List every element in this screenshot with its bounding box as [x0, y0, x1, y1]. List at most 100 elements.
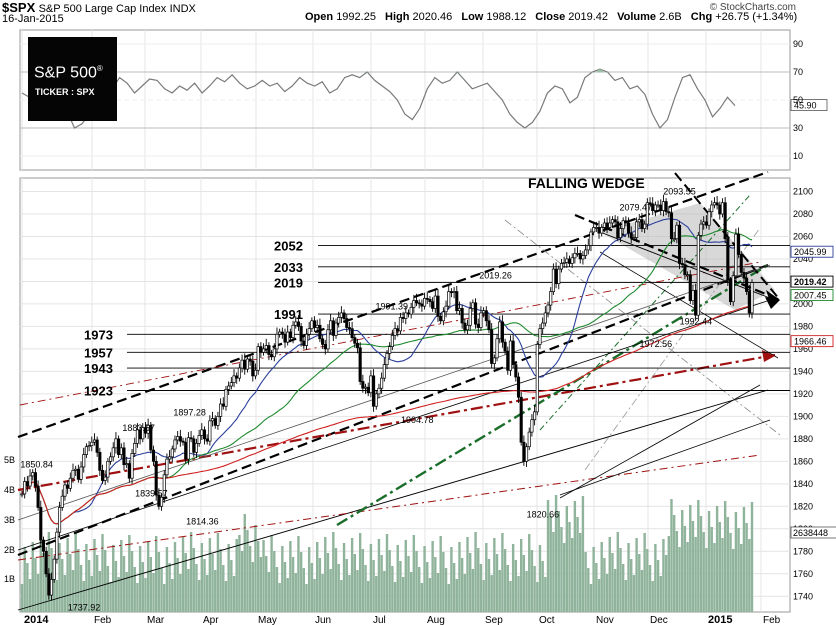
y-tick-label: 1940 [793, 366, 813, 376]
candle-body [63, 484, 67, 497]
volume-bar [651, 581, 654, 612]
volume-bar [181, 537, 185, 612]
candle-body [130, 453, 134, 479]
chg-label: Chg [690, 11, 713, 23]
volume-bar [219, 549, 222, 612]
volume-bar [63, 575, 67, 612]
candle-body [299, 326, 303, 342]
symbol: $SPX [2, 0, 36, 15]
volume-bar [573, 501, 577, 612]
x-tick-label: Feb [94, 615, 112, 625]
candle-body [366, 386, 370, 394]
candle-body [624, 220, 628, 224]
candle-body [205, 438, 209, 442]
volume-bar [678, 547, 681, 612]
volume-bar [511, 544, 515, 612]
red-dashdot-line [17, 353, 776, 492]
candle-body [570, 257, 574, 264]
candle-body [629, 232, 633, 238]
volume-bar [109, 582, 112, 612]
candle-body [661, 201, 665, 211]
candle-body [546, 304, 550, 314]
volume-bar [584, 552, 587, 612]
volume-bar [662, 539, 665, 612]
volume-bar [133, 567, 136, 612]
candle-body [747, 291, 751, 314]
volume-bar [163, 584, 166, 612]
candle-body [525, 446, 529, 462]
x-tick-label: Jun [315, 615, 331, 625]
volume-bar [659, 576, 662, 612]
volume-bar [55, 580, 59, 612]
volume-bar [356, 570, 359, 612]
upper-channel-line [17, 170, 769, 439]
volume-bar [214, 570, 217, 612]
volume-bar [168, 563, 171, 612]
candle-body [694, 290, 698, 316]
y-tick-label: 1820 [793, 501, 813, 511]
candle-body [592, 227, 596, 233]
rsi-overbought-fill [454, 72, 461, 73]
candle-body [377, 387, 381, 395]
candle-body [192, 438, 196, 453]
volume-bar [750, 502, 754, 612]
volume-bar [243, 514, 246, 612]
exchange: INDX [169, 3, 196, 15]
volume-bar [431, 541, 434, 612]
candle-body [261, 348, 266, 353]
volume-bar [291, 557, 295, 612]
rsi-overbought-fill [596, 69, 603, 73]
volume-value: 2.6B [659, 11, 682, 23]
volume-bar [329, 569, 332, 612]
candle-body [288, 331, 292, 339]
candle-body [608, 222, 612, 228]
candle-body [296, 321, 300, 327]
parallel-line [17, 299, 771, 551]
candle-body [200, 429, 204, 436]
candle-body [79, 466, 83, 480]
candle-body [731, 275, 735, 303]
credit[interactable]: © StockCharts.com [709, 2, 796, 13]
candle-body [465, 324, 470, 331]
volume-bar [675, 531, 679, 612]
volume-bar [44, 569, 48, 612]
candle-body [90, 441, 94, 446]
candle-body [189, 437, 193, 440]
candle-body [409, 306, 413, 315]
chart-title: FALLING WEDGE [528, 175, 645, 191]
y-tick-label: 1860 [793, 456, 813, 466]
volume-bar [348, 575, 351, 612]
volume-bar [589, 584, 593, 612]
volume-bar [466, 537, 469, 612]
candle-body [616, 221, 620, 238]
volume-bar [710, 527, 713, 612]
candle-body [640, 219, 644, 229]
candle-body [237, 367, 241, 379]
candle-body [675, 224, 679, 240]
candle-body [637, 219, 641, 223]
volume-bar [299, 552, 303, 612]
candle-body [490, 329, 494, 364]
candle-body [683, 264, 687, 276]
candle-body [667, 211, 671, 214]
candle-body [23, 481, 27, 495]
candle-body [672, 238, 676, 241]
volume-bar [283, 562, 287, 612]
volume-bar [302, 568, 306, 612]
volume-bar [361, 549, 365, 612]
candle-body [618, 228, 623, 238]
candle-body [549, 291, 553, 306]
candle-body [28, 475, 32, 487]
candle-body [474, 302, 478, 325]
candle-body [160, 496, 164, 507]
volume-bar [646, 549, 649, 612]
volume-bar [195, 564, 198, 612]
chg-value: +26.75 (+1.34%) [715, 11, 798, 23]
volume-bar [125, 572, 128, 612]
volume-bar [624, 580, 628, 612]
candle-body [122, 447, 126, 466]
volume-bar [256, 541, 260, 612]
candle-body [420, 303, 424, 307]
candle-body [742, 272, 746, 279]
candle-body [194, 442, 198, 453]
